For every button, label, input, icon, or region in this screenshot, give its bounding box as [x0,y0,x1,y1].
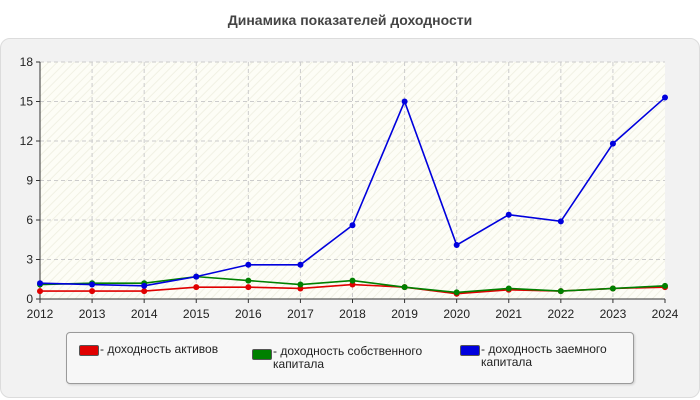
data-point-debt[interactable] [505,211,512,218]
data-point-equity[interactable] [609,285,616,292]
data-point-debt[interactable] [453,242,460,249]
data-point-assets[interactable] [193,284,200,291]
x-tick-label: 2012 [27,307,54,321]
data-point-equity[interactable] [245,277,252,284]
data-point-equity[interactable] [401,284,408,291]
y-tick-label: 3 [26,253,33,267]
data-point-debt[interactable] [141,282,148,289]
x-tick-label: 2013 [79,307,106,321]
x-tick-label: 2016 [235,307,262,321]
x-tick-label: 2020 [443,307,470,321]
tick-labels: 0 3 6 9 12 15 18 2012 2013 2014 2015 2016 2017 2018 20… [20,55,679,321]
y-tick-label: 6 [26,213,33,227]
data-point-equity[interactable] [662,282,668,289]
legend-swatch-equity [252,349,272,360]
chart-title: Динамика показателей доходности [227,12,473,28]
data-point-debt[interactable] [349,222,356,229]
data-point-equity[interactable] [453,289,460,296]
data-point-equity[interactable] [505,285,512,292]
x-tick-label: 2023 [600,307,627,321]
x-tick-label: 2018 [339,307,366,321]
data-point-debt[interactable] [609,140,616,147]
data-point-debt[interactable] [37,280,43,287]
data-point-debt[interactable] [401,98,408,105]
data-point-debt[interactable] [557,218,564,225]
legend-label-assets: - доходность активов [100,342,219,356]
data-point-debt[interactable] [245,261,252,268]
y-tick-label: 0 [26,292,33,306]
axes [36,61,666,303]
data-point-debt[interactable] [297,261,304,268]
data-point-assets[interactable] [141,288,148,295]
series-group [37,94,668,297]
data-point-assets[interactable] [37,288,43,295]
legend-label-debt: - доходность заемного капитала [481,342,607,369]
y-tick-label: 9 [26,174,33,188]
data-point-debt[interactable] [662,94,668,101]
x-tick-label: 2019 [391,307,418,321]
data-point-debt[interactable] [193,273,200,280]
y-tick-label: 18 [20,55,34,69]
data-point-equity[interactable] [349,277,356,284]
x-tick-label: 2015 [183,307,210,321]
legend-swatch-debt [460,345,480,356]
data-point-equity[interactable] [557,288,564,295]
series-debt [37,94,668,289]
data-point-equity[interactable] [297,281,304,288]
x-tick-label: 2022 [547,307,574,321]
legend-label-equity: - доходность собственного капитала [273,344,423,371]
y-tick-label: 12 [20,134,34,148]
x-tick-label: 2024 [652,307,679,321]
data-point-assets[interactable] [89,288,96,295]
legend: - доходность активов - доходность собств… [66,332,634,384]
y-tick-label: 15 [20,95,34,109]
data-point-debt[interactable] [89,281,96,288]
legend-swatch-assets [79,345,99,356]
x-tick-label: 2014 [131,307,158,321]
data-point-assets[interactable] [245,284,252,291]
x-tick-label: 2021 [495,307,522,321]
x-tick-label: 2017 [287,307,314,321]
